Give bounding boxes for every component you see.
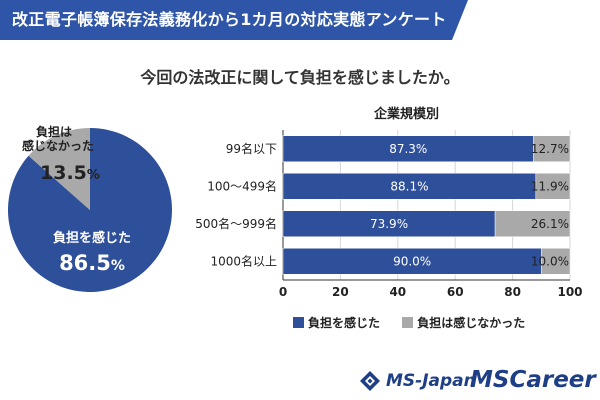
- category-label: 100～499名: [207, 178, 277, 193]
- bar-segment-not-felt: [535, 173, 571, 200]
- header-banner: 改正電子帳簿保存法義務化から1カ月の対応実態アンケート: [0, 0, 600, 40]
- bar-segment-not-felt: [494, 210, 571, 237]
- pie-label-felt: 負担を感じた: [53, 230, 131, 246]
- legend-label-felt: 負担を感じた: [308, 316, 381, 330]
- mscareer-logo: MSCareer: [470, 367, 596, 393]
- data-label-not-felt: 10.0%: [531, 254, 569, 268]
- legend-item-not-felt: 負担は感じなかった: [402, 314, 525, 331]
- ms-japan-mark-icon: [360, 371, 380, 391]
- header-title: 改正電子帳簿保存法義務化から1カ月の対応実態アンケート: [12, 10, 447, 29]
- data-label-not-felt: 11.9%: [531, 179, 569, 193]
- x-tick-label: 20: [332, 285, 349, 299]
- data-label-felt: 87.3%: [389, 142, 427, 156]
- chart-legend: 負担を感じた 負担は感じなかった: [293, 314, 543, 331]
- x-tick-label: 100: [557, 285, 582, 299]
- x-tick-label: 0: [279, 285, 287, 299]
- pie-value-not-felt-unit: %: [87, 168, 100, 183]
- bar-segment-felt: [282, 248, 542, 275]
- bar-chart-title: 企業規模別: [373, 106, 439, 122]
- pie-label-not-felt-line1: 負担は: [36, 124, 72, 139]
- ms-japan-logo-text: MS-Japan: [386, 371, 476, 391]
- data-label-felt: 90.0%: [393, 254, 431, 268]
- pie-value-not-felt: 13.5%: [40, 162, 100, 184]
- bar-segment-felt: [282, 173, 537, 200]
- header-background: [0, 0, 468, 40]
- data-label-felt: 73.9%: [370, 217, 408, 231]
- survey-question: 今回の法改正に関して負担を感じましたか。: [140, 68, 460, 87]
- bar-segment-not-felt: [533, 135, 571, 162]
- category-label: 99名以下: [226, 141, 277, 156]
- bar-segment-not-felt: [541, 248, 571, 275]
- data-label-felt: 88.1%: [390, 179, 428, 193]
- data-label-not-felt: 26.1%: [531, 217, 569, 231]
- pie-slice-not-felt: [28, 128, 91, 210]
- x-tick-label: 80: [504, 285, 521, 299]
- pie-value-felt-number: 86.5: [59, 251, 111, 275]
- pie-value-not-felt-number: 13.5: [40, 162, 87, 184]
- legend-swatch-not-felt: [402, 317, 414, 328]
- pie-value-felt: 86.5%: [59, 251, 125, 275]
- category-label: 500名～999名: [195, 216, 277, 231]
- legend-swatch-felt: [293, 317, 304, 328]
- pie-label-not-felt-line2: 感じなかった: [22, 138, 94, 153]
- legend-item-felt: 負担を感じた: [293, 314, 380, 331]
- legend-label-not-felt: 負担は感じなかった: [417, 316, 526, 330]
- bar-segment-felt: [282, 210, 496, 237]
- footer: MS-Japan MSCareer: [0, 360, 600, 400]
- pie-chart: 負担は感じなかった 13.5% 負担を感じた 86.5%: [7, 124, 172, 292]
- pie-slice-felt: [7, 128, 172, 292]
- bar-chart: 企業規模別 0 20 40 60 80 100 99名以下 87.3% 12.7% 100～499名…: [195, 106, 582, 299]
- x-tick-label: 60: [447, 285, 464, 299]
- data-label-not-felt: 12.7%: [531, 142, 569, 156]
- category-label: 1000名以上: [210, 253, 277, 268]
- x-tick-label: 40: [389, 285, 406, 299]
- pie-value-felt-unit: %: [111, 258, 125, 274]
